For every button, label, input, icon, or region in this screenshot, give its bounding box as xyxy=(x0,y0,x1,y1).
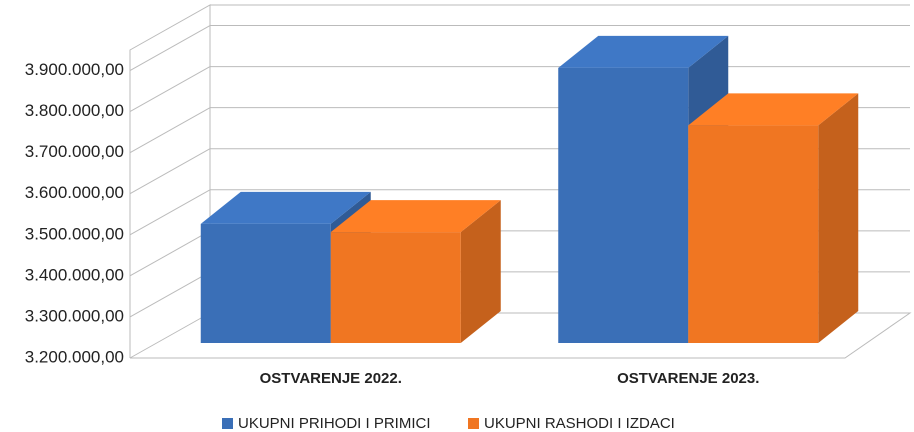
y-tick-label: 3.600.000,00 xyxy=(25,183,124,202)
bar-top xyxy=(558,35,729,68)
side-grid-line xyxy=(129,312,211,359)
legend-swatch xyxy=(222,418,233,429)
bar-top xyxy=(200,191,371,224)
bar xyxy=(558,67,689,343)
side-grid-line xyxy=(129,25,211,71)
side-wall xyxy=(129,4,211,358)
legend-label: UKUPNI PRIHODI I PRIMICI xyxy=(238,415,431,432)
side-grid-line xyxy=(129,66,211,113)
bar xyxy=(200,223,331,343)
x-tick-label: OSTVARENJE 2023. xyxy=(617,370,759,387)
side-grid-line xyxy=(129,148,211,195)
y-tick-label: 3.500.000,00 xyxy=(25,224,124,243)
legend-label: UKUPNI RASHODI I IZDACI xyxy=(484,415,675,432)
legend-swatch xyxy=(468,418,479,429)
y-tick-label: 3.400.000,00 xyxy=(25,265,124,284)
y-tick-label: 3.700.000,00 xyxy=(25,142,124,161)
y-tick-label: 3.300.000,00 xyxy=(25,306,124,325)
bar-top xyxy=(688,93,859,126)
y-tick-label: 3.800.000,00 xyxy=(25,101,124,120)
side-grid-line xyxy=(129,230,211,277)
side-grid-line xyxy=(129,189,211,236)
bar-side xyxy=(818,93,859,343)
y-tick-label: 3.900.000,00 xyxy=(25,60,124,79)
side-grid-line xyxy=(129,271,211,318)
bar-side xyxy=(460,200,501,343)
x-tick-label: OSTVARENJE 2022. xyxy=(260,370,402,387)
bar-top xyxy=(330,200,501,233)
side-grid-line xyxy=(129,107,211,154)
bar xyxy=(688,125,819,343)
bar xyxy=(330,232,461,343)
y-tick-label: 3.200.000,00 xyxy=(25,347,124,366)
